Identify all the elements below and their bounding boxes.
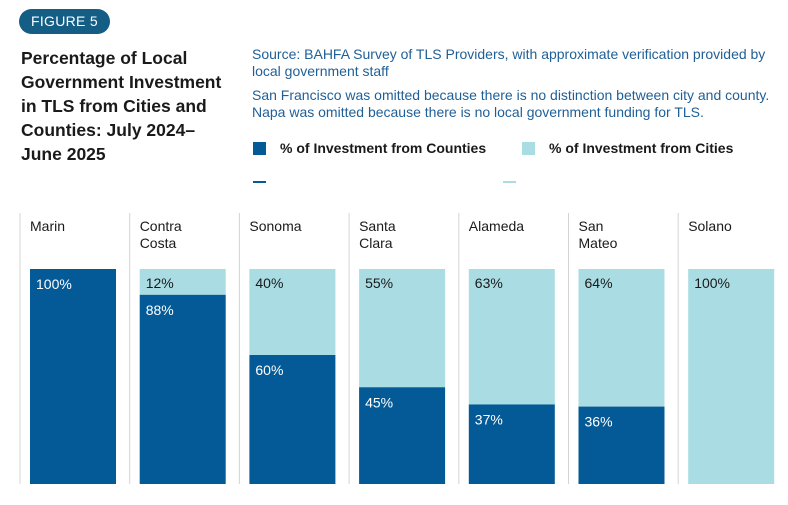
bar-cities — [468, 269, 555, 405]
data-label-counties: 36% — [585, 414, 613, 430]
data-label-cities: 55% — [365, 275, 393, 291]
legend-counties: % of Investment from Counties — [253, 140, 486, 156]
category-label: Clara — [359, 235, 393, 251]
bar-cities — [578, 269, 665, 407]
category-label: Mateo — [579, 235, 618, 251]
legend-label-counties: % of Investment from Counties — [280, 140, 487, 156]
omission-note: San Francisco was omitted because there … — [252, 87, 770, 120]
bar-counties — [468, 404, 555, 484]
bar-cities — [249, 269, 336, 355]
data-label-cities: 63% — [475, 275, 503, 291]
category-label: Solano — [688, 218, 732, 234]
data-label-counties: 100% — [36, 276, 72, 292]
category-label: Alameda — [469, 218, 524, 234]
category-label: Costa — [140, 235, 177, 251]
legend-tick-counties — [253, 181, 266, 183]
category-label: Contra — [140, 218, 182, 234]
bar-cities — [359, 269, 446, 388]
category-label: San — [579, 218, 604, 234]
data-label-cities: 64% — [585, 275, 613, 291]
bar-counties — [30, 269, 116, 484]
bar-cities — [688, 269, 775, 484]
bar-counties — [359, 387, 446, 484]
chart-title: Percentage of Local Government Investmen… — [21, 48, 222, 164]
bar-counties — [578, 406, 665, 484]
legend-label-cities: % of Investment from Cities — [549, 140, 734, 156]
data-label-counties: 88% — [146, 302, 174, 318]
data-label-counties: 37% — [475, 411, 503, 427]
data-label-counties: 60% — [255, 362, 283, 378]
data-label-cities: 40% — [255, 275, 283, 291]
bar-counties — [139, 294, 226, 484]
legend-swatch-cities — [522, 141, 535, 155]
legend-cities: % of Investment from Cities — [522, 140, 733, 156]
legend-swatch-counties — [253, 141, 266, 155]
category-label: Sonoma — [249, 218, 301, 234]
data-label-counties: 45% — [365, 394, 393, 410]
data-label-cities: 12% — [146, 275, 174, 291]
category-label: Marin — [30, 218, 65, 234]
category-label: Santa — [359, 218, 396, 234]
data-label-cities: 100% — [694, 275, 730, 291]
bar-counties — [249, 355, 336, 484]
bar-cities — [139, 269, 226, 295]
figure-badge: FIGURE 5 — [19, 9, 110, 34]
legend-tick-cities — [503, 181, 516, 183]
source-note: Source: BAHFA Survey of TLS Providers, w… — [252, 46, 766, 79]
